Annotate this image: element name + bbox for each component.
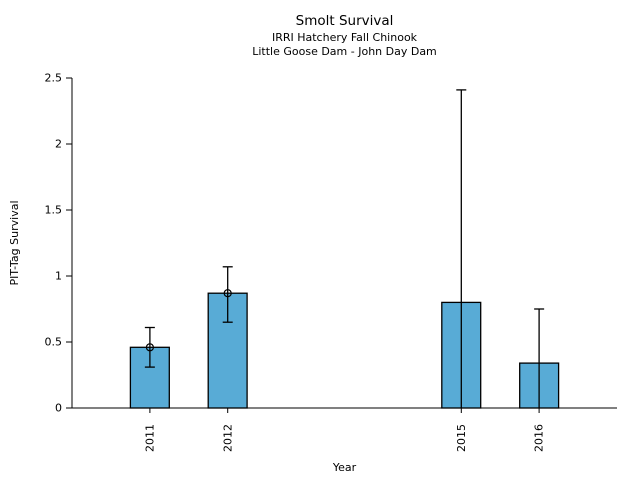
chart-subtitle-line2: Little Goose Dam - John Day Dam bbox=[252, 45, 437, 58]
x-tick-label-2016: 2016 bbox=[533, 424, 546, 452]
y-tick-label-1: 1 bbox=[55, 270, 62, 283]
point-marker-2012 bbox=[223, 289, 232, 298]
x-tick-label-2015: 2015 bbox=[455, 424, 468, 452]
x-axis-label: Year bbox=[332, 461, 357, 474]
y-tick-label-2: 2 bbox=[55, 138, 62, 151]
y-tick-label-2.5: 2.5 bbox=[45, 72, 63, 85]
y-tick-label-0: 0 bbox=[55, 402, 62, 415]
x-tick-label-2011: 2011 bbox=[144, 424, 157, 452]
y-tick-label-1.5: 1.5 bbox=[45, 204, 63, 217]
point-marker-2011 bbox=[145, 343, 154, 352]
x-tick-label-2012: 2012 bbox=[221, 424, 234, 452]
chart-subtitle-line1: IRRI Hatchery Fall Chinook bbox=[271, 31, 418, 44]
chart-title: Smolt Survival bbox=[295, 13, 394, 29]
y-tick-label-0.5: 0.5 bbox=[45, 336, 63, 349]
